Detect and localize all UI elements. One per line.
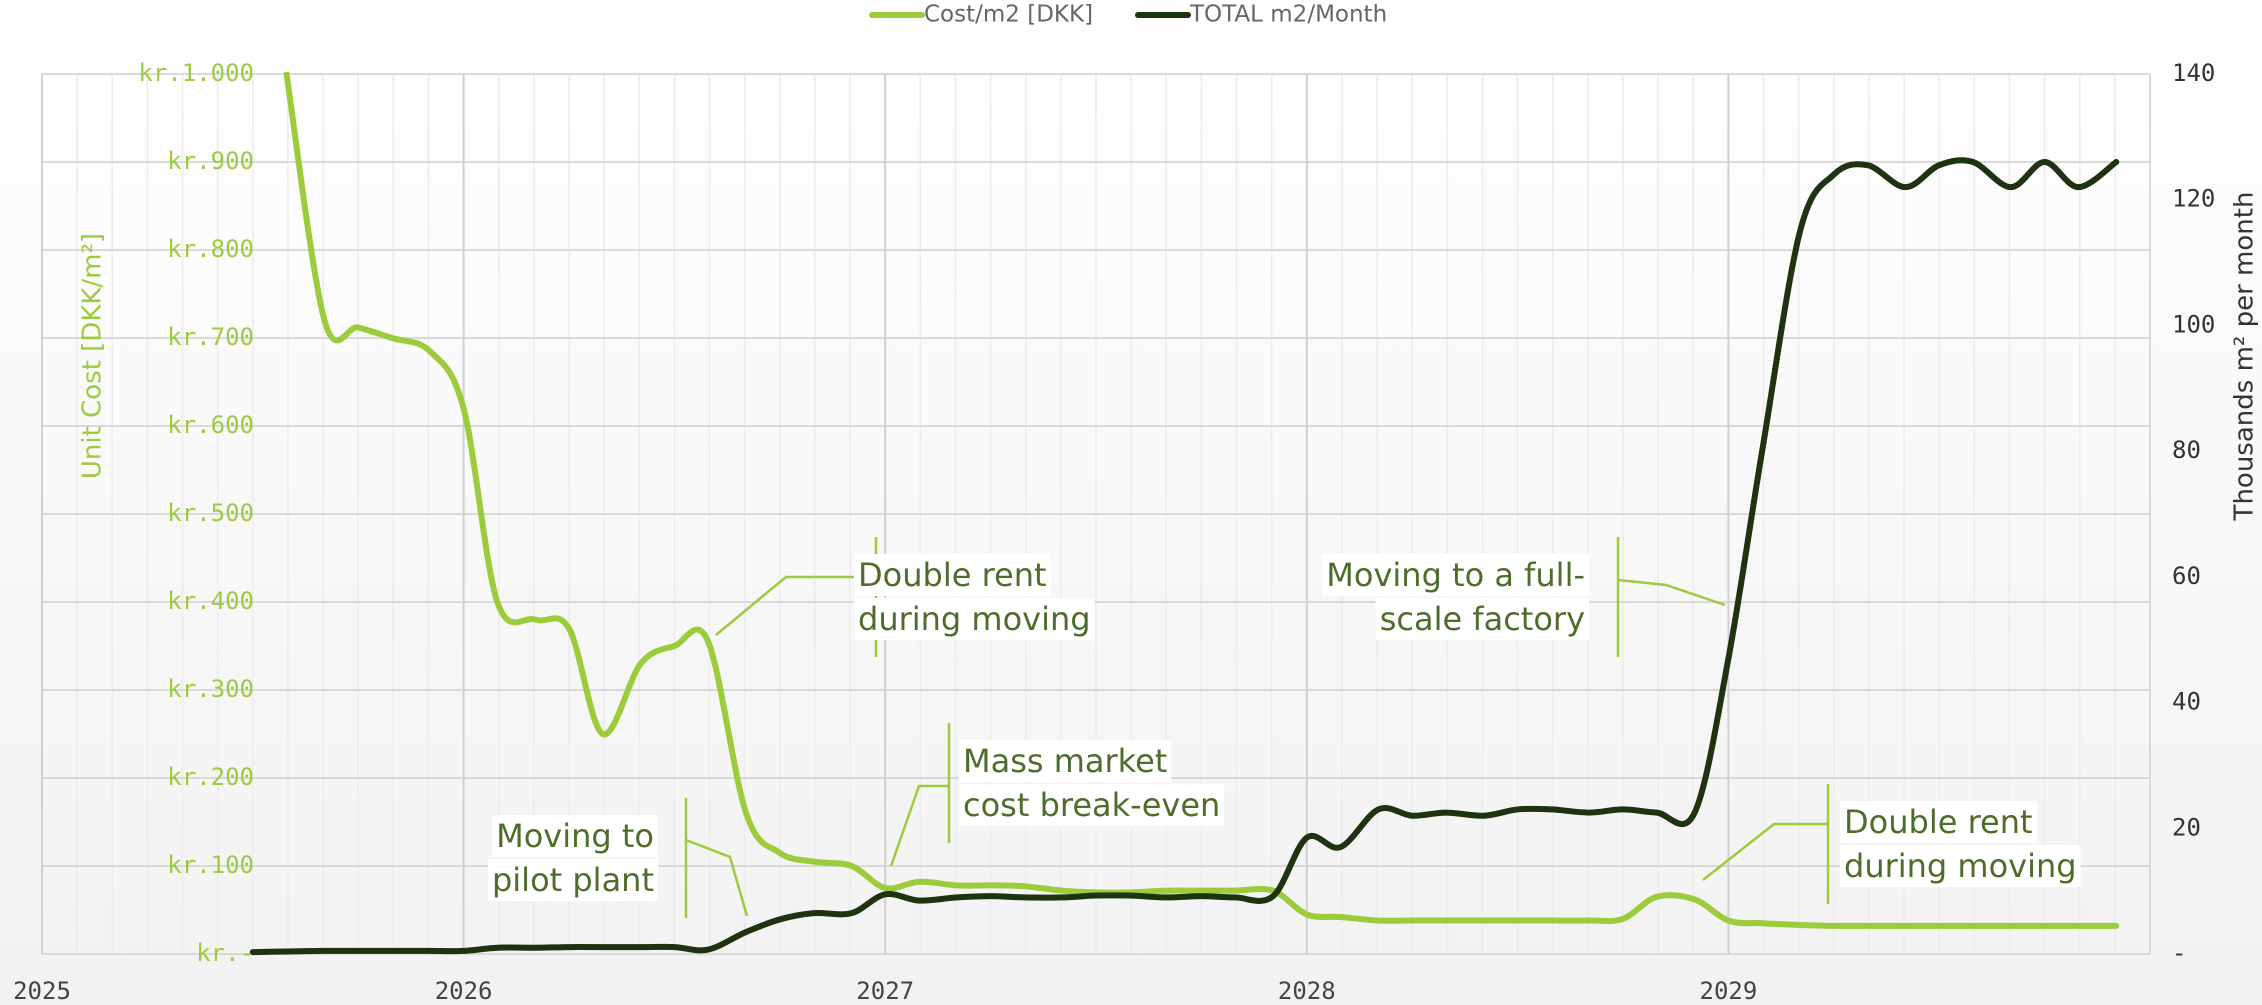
y2-tick-label: 80: [2172, 436, 2201, 464]
annotation-text: scale factory: [1380, 600, 1585, 638]
y-axis-title: Unit Cost [DKK/m²]: [78, 233, 108, 479]
grid: [41, 73, 2151, 955]
y2-tick-label: 60: [2172, 562, 2201, 590]
annotation-text: Double rent: [1844, 803, 2033, 841]
callout-line: [1702, 822, 1828, 881]
annotation-bg: [492, 815, 658, 857]
x-tick-label: 2028: [1278, 977, 1336, 1005]
y2-axis-title: Thousands m² per month: [2230, 192, 2260, 522]
callout-line: [1617, 578, 1726, 607]
annotation-bg: [1322, 554, 1589, 596]
annotation-text: during moving: [1844, 847, 2077, 885]
annotation-text: pilot plant: [492, 861, 654, 899]
y2-tick-label: 20: [2172, 813, 2201, 841]
y-tick-label: kr.900: [167, 147, 254, 175]
annotation-text: Moving to a full-: [1326, 556, 1585, 594]
y-tick-label: kr.400: [167, 587, 254, 615]
annotation-bg: [1840, 845, 2081, 887]
data-line: [283, 72, 2120, 929]
annotation-bg: [959, 740, 1172, 782]
y-tick-label: kr.200: [167, 763, 254, 791]
callout-line: [685, 838, 749, 917]
y2-tick-label: 120: [2172, 185, 2215, 213]
y-tick-label: kr.600: [167, 411, 254, 439]
annotation-bg: [1375, 598, 1589, 640]
y2-tick-label: 100: [2172, 310, 2215, 338]
annotation-text: during moving: [858, 600, 1091, 638]
data-line: [249, 157, 2120, 956]
y-tick-label: kr.700: [167, 323, 254, 351]
annotation-text: Mass market: [963, 742, 1167, 780]
callout-line: [715, 575, 876, 636]
callout-line: [889, 784, 949, 867]
annotation-bg: [959, 784, 1225, 826]
annotation-text: cost break-even: [963, 786, 1220, 824]
y2-tick-label: -: [2172, 939, 2186, 967]
annotation-bg: [1840, 801, 2037, 843]
annotation-bg: [487, 859, 658, 901]
annotation-bg: [854, 554, 1051, 596]
x-tick-label: 2029: [1700, 977, 1758, 1005]
y-tick-label: kr.-: [196, 939, 254, 967]
y2-tick-label: 40: [2172, 688, 2201, 716]
y-tick-label: kr.800: [167, 235, 254, 263]
y-tick-label: kr.500: [167, 499, 254, 527]
annotation-bg: [854, 598, 1095, 640]
y-tick-label: kr.300: [167, 675, 254, 703]
legend-label: TOTAL m2/Month: [1189, 2, 1387, 28]
x-tick-label: 2027: [856, 977, 914, 1005]
y-tick-label: kr.1.000: [138, 59, 254, 87]
y2-tick-label: 140: [2172, 59, 2215, 87]
annotation-text: Moving to: [496, 817, 654, 855]
legend-label: Cost/m2 [DKK]: [924, 2, 1093, 28]
y-tick-label: kr.100: [167, 851, 254, 879]
x-tick-label: 2026: [435, 977, 493, 1005]
annotation-text: Double rent: [858, 556, 1047, 594]
x-tick-label: 2025: [13, 977, 71, 1005]
